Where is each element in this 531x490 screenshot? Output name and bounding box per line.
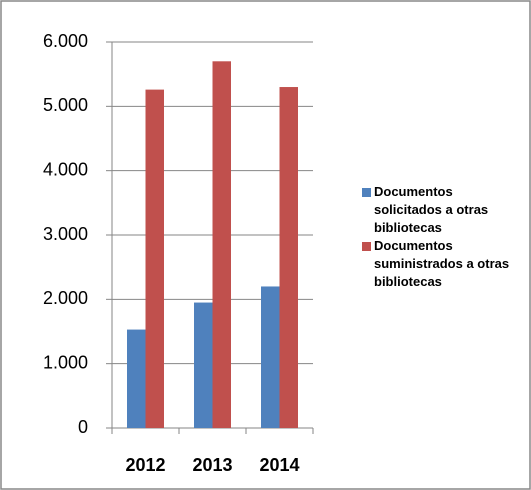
y-tick-label: 1.000 bbox=[43, 352, 88, 372]
bar bbox=[127, 329, 146, 428]
legend-label: Documentos solicitados a otras bibliotec… bbox=[374, 184, 489, 235]
bar bbox=[212, 61, 231, 429]
y-tick-label: 4.000 bbox=[43, 159, 88, 179]
legend-swatch bbox=[362, 188, 371, 197]
bar bbox=[145, 89, 164, 429]
y-tick-label: 2.000 bbox=[43, 288, 88, 308]
x-tick-label: 2014 bbox=[259, 455, 299, 475]
legend-label: Documentos suministrados a otras bibliot… bbox=[374, 238, 510, 289]
legend-item: Documentos solicitados a otras bibliotec… bbox=[362, 183, 512, 237]
legend-item: Documentos suministrados a otras bibliot… bbox=[362, 237, 512, 291]
bar bbox=[261, 286, 280, 428]
y-tick-label: 5.000 bbox=[43, 95, 88, 115]
x-tick-label: 2013 bbox=[192, 455, 232, 475]
bar bbox=[194, 302, 213, 428]
bar bbox=[279, 87, 298, 429]
y-tick-label: 3.000 bbox=[43, 224, 88, 244]
legend: Documentos solicitados a otras bibliotec… bbox=[362, 183, 512, 291]
x-tick-label: 2012 bbox=[125, 455, 165, 475]
y-tick-label: 0 bbox=[78, 417, 88, 437]
legend-swatch bbox=[362, 242, 371, 251]
y-tick-label: 6.000 bbox=[43, 31, 88, 51]
